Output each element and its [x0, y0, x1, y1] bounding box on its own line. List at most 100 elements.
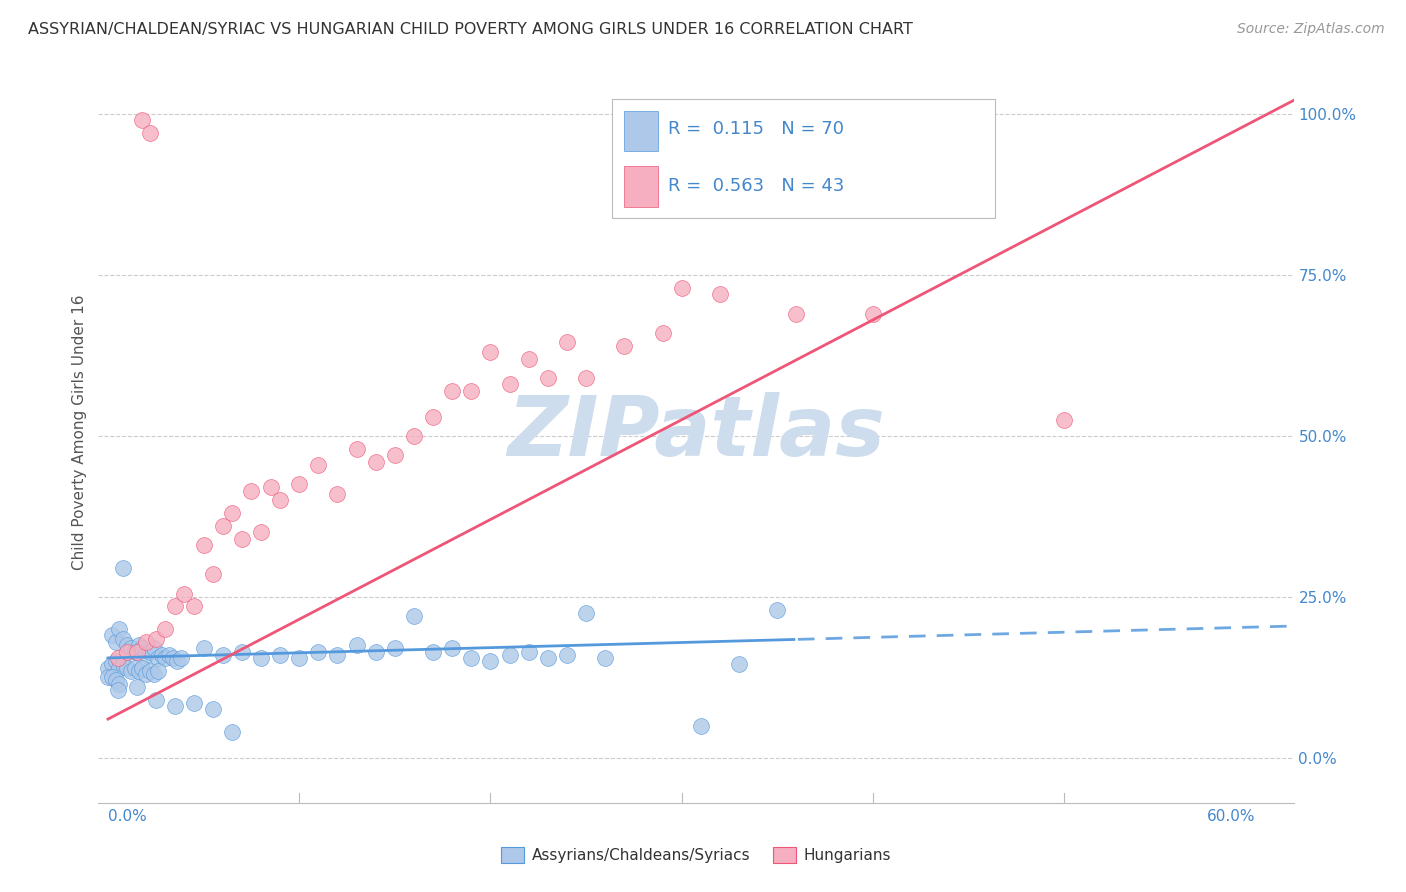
Point	[862, 306, 884, 320]
Point	[785, 306, 807, 320]
Point	[173, 586, 195, 600]
Point	[202, 702, 225, 716]
Text: R =  0.115   N = 70: R = 0.115 N = 70	[668, 120, 845, 138]
Point	[728, 657, 751, 672]
Point	[128, 664, 150, 678]
Point	[107, 683, 129, 698]
Point	[269, 648, 291, 662]
Point	[112, 657, 135, 672]
Point	[183, 696, 205, 710]
Point	[346, 442, 368, 456]
Point	[555, 335, 578, 350]
Point	[307, 644, 329, 658]
Point	[479, 345, 502, 359]
FancyBboxPatch shape	[624, 111, 658, 152]
Point	[402, 609, 425, 624]
Point	[131, 641, 153, 656]
Point	[125, 680, 148, 694]
Point	[498, 377, 520, 392]
Point	[517, 351, 540, 366]
Point	[135, 648, 157, 662]
Point	[162, 651, 184, 665]
Point	[766, 602, 789, 616]
Point	[288, 477, 311, 491]
Point	[288, 651, 311, 665]
Point	[211, 648, 233, 662]
Point	[193, 641, 215, 656]
Point	[146, 651, 169, 665]
Text: Source: ZipAtlas.com: Source: ZipAtlas.com	[1237, 22, 1385, 37]
Point	[112, 561, 135, 575]
Point	[107, 651, 129, 665]
Point	[150, 648, 173, 662]
Point	[104, 635, 127, 649]
Text: ZIPatlas: ZIPatlas	[508, 392, 884, 473]
Point	[364, 454, 387, 468]
Point	[422, 409, 444, 424]
FancyBboxPatch shape	[613, 99, 995, 218]
Point	[384, 641, 406, 656]
Point	[651, 326, 673, 340]
Point	[155, 651, 177, 665]
Point	[307, 458, 329, 472]
Point	[115, 644, 138, 658]
Point	[145, 693, 167, 707]
Point	[155, 622, 177, 636]
Point	[460, 384, 482, 398]
Point	[157, 648, 180, 662]
Point	[537, 651, 560, 665]
Point	[166, 654, 188, 668]
Point	[142, 667, 165, 681]
Point	[104, 654, 127, 668]
Point	[479, 654, 502, 668]
Point	[202, 567, 225, 582]
Point	[124, 660, 146, 674]
Point	[346, 638, 368, 652]
Point	[163, 699, 186, 714]
Point	[269, 493, 291, 508]
Point	[97, 670, 120, 684]
Point	[709, 287, 731, 301]
Point	[555, 648, 578, 662]
Point	[139, 664, 162, 678]
Point	[131, 660, 153, 674]
Point	[689, 718, 711, 732]
Point	[135, 635, 157, 649]
Point	[250, 651, 273, 665]
Point	[221, 506, 243, 520]
Point	[120, 641, 142, 656]
Point	[131, 113, 153, 128]
Point	[108, 660, 131, 674]
Y-axis label: Child Poverty Among Girls Under 16: Child Poverty Among Girls Under 16	[72, 295, 87, 570]
Point	[115, 660, 138, 674]
Point	[326, 487, 349, 501]
Point	[108, 676, 131, 690]
Point	[460, 651, 482, 665]
Point	[441, 641, 464, 656]
Point	[250, 525, 273, 540]
Point	[259, 480, 281, 494]
Point	[124, 644, 146, 658]
Point	[104, 673, 127, 688]
Point	[101, 628, 124, 642]
Point	[146, 664, 169, 678]
FancyBboxPatch shape	[624, 166, 658, 207]
Point	[517, 644, 540, 658]
Legend: Assyrians/Chaldeans/Syriacs, Hungarians: Assyrians/Chaldeans/Syriacs, Hungarians	[495, 841, 897, 869]
Point	[326, 648, 349, 662]
Point	[575, 371, 598, 385]
Point	[575, 606, 598, 620]
Point	[145, 632, 167, 646]
Point	[211, 519, 233, 533]
Point	[364, 644, 387, 658]
Point	[240, 483, 263, 498]
Point	[671, 281, 693, 295]
Point	[97, 660, 120, 674]
Point	[142, 641, 165, 656]
Point	[1053, 413, 1076, 427]
Point	[422, 644, 444, 658]
Point	[139, 126, 162, 140]
Point	[135, 667, 157, 681]
Text: 0.0%: 0.0%	[108, 809, 146, 824]
Point	[221, 725, 243, 739]
